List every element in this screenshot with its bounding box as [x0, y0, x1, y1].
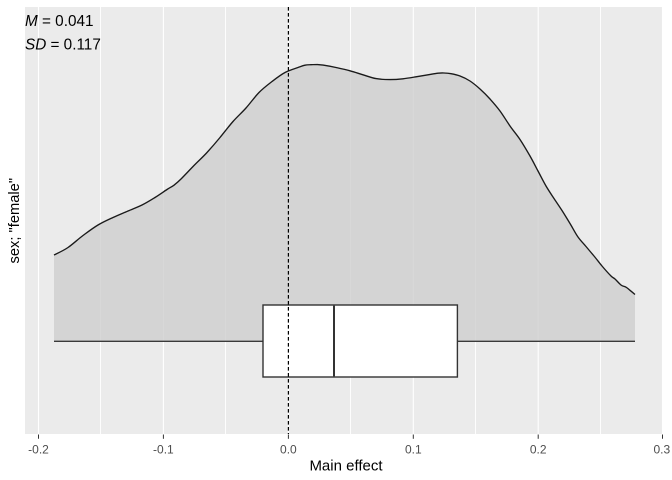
svg-text:Main effect: Main effect — [309, 458, 383, 475]
svg-text:sex; "female": sex; "female" — [7, 178, 23, 264]
svg-text:0.3: 0.3 — [653, 443, 670, 457]
svg-text:0.0: 0.0 — [280, 443, 297, 457]
svg-text:SD = 0.117: SD = 0.117 — [25, 37, 101, 54]
svg-text:-0.1: -0.1 — [153, 443, 174, 457]
svg-text:M = 0.041: M = 0.041 — [25, 13, 93, 30]
svg-text:-0.2: -0.2 — [28, 443, 49, 457]
svg-text:0.1: 0.1 — [405, 443, 422, 457]
svg-text:0.2: 0.2 — [530, 443, 547, 457]
